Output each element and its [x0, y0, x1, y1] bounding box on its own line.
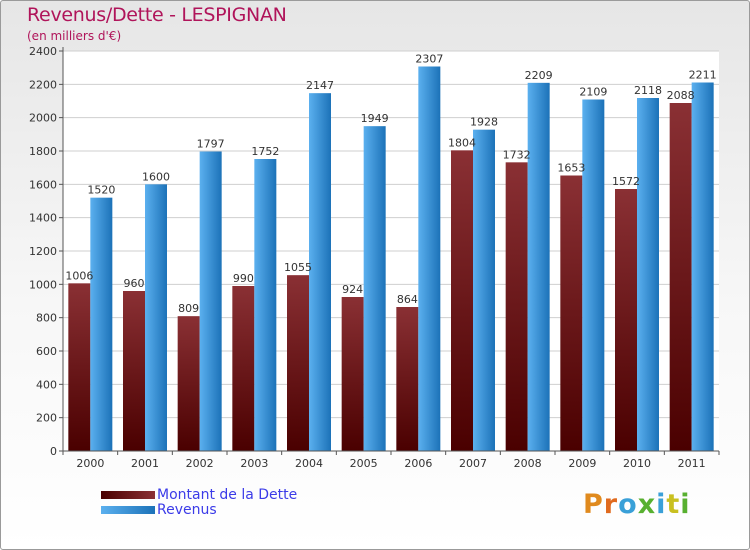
data-label-dette-2008: 1732 [503, 148, 531, 161]
bar-dette-2005 [341, 297, 364, 451]
y-tick-label: 600 [36, 345, 57, 358]
x-tick-label-2005: 2005 [350, 457, 378, 470]
bar-revenus-2011 [691, 82, 714, 451]
x-tick-label-2010: 2010 [623, 457, 651, 470]
proxiti-logo: Proxiti [583, 489, 691, 520]
bar-dette-2003 [232, 286, 255, 451]
y-tick-label: 1200 [29, 245, 57, 258]
grid-layer [63, 50, 719, 452]
data-label-dette-2000: 1006 [65, 269, 93, 282]
bar-revenus-2003 [254, 159, 277, 451]
x-tick-label-2006: 2006 [404, 457, 432, 470]
data-label-revenus-2008: 2209 [525, 69, 553, 82]
data-label-dette-2005: 924 [342, 283, 363, 296]
x-tick-label-2002: 2002 [186, 457, 214, 470]
legend-swatch-dette [101, 490, 155, 499]
x-tick-label-2000: 2000 [76, 457, 104, 470]
bar-revenus-2002 [199, 151, 222, 451]
bar-revenus-2001 [145, 184, 167, 452]
logo-letter: o [618, 489, 638, 520]
y-tick-label: 800 [36, 312, 57, 325]
bar-dette-2004 [287, 275, 309, 451]
bar-revenus-2007 [473, 129, 495, 451]
legend-swatch-revenus [101, 505, 155, 514]
y-tick-label: 1600 [29, 178, 57, 191]
logo-letter: x [637, 489, 657, 520]
bar-dette-2002 [177, 316, 200, 451]
data-label-revenus-2001: 1600 [142, 170, 170, 183]
bar-revenus-2010 [637, 98, 659, 451]
legend-label-revenus: Revenus [157, 501, 217, 518]
logo-letter: i [656, 489, 667, 520]
data-label-revenus-2007: 1928 [470, 116, 498, 129]
logo-letter: P [583, 489, 604, 520]
y-tick-label: 1400 [29, 212, 57, 225]
bar-dette-2001 [123, 291, 145, 451]
x-tick-label-2004: 2004 [295, 457, 323, 470]
y-tick-label: 2200 [29, 78, 57, 91]
data-label-dette-2003: 990 [233, 272, 254, 285]
legend: Montant de la Dette Revenus [101, 486, 298, 518]
x-tick-label-2003: 2003 [240, 457, 268, 470]
data-label-revenus-2009: 2109 [579, 86, 607, 99]
data-label-revenus-2003: 1752 [251, 145, 279, 158]
data-label-dette-2001: 960 [124, 277, 145, 290]
bar-revenus-2008 [527, 82, 550, 451]
bar-revenus-2004 [309, 93, 331, 452]
x-tick-label-2008: 2008 [514, 457, 542, 470]
logo-letter: t [666, 489, 681, 520]
chart-subtitle: (en milliers d'€) [27, 29, 122, 43]
y-tick-label: 1800 [29, 145, 57, 158]
bar-revenus-2005 [363, 126, 386, 452]
bar-dette-2011 [669, 103, 692, 451]
bar-dette-2008 [505, 162, 528, 452]
data-label-revenus-2011: 2211 [689, 69, 717, 82]
data-label-revenus-2000: 1520 [87, 184, 115, 197]
data-label-revenus-2010: 2118 [634, 84, 662, 97]
axis-layer: 0 200 400 600 800 1000 1200 1400 1600 1800 2000 220… [29, 45, 720, 470]
bar-dette-2007 [451, 150, 473, 452]
x-tick-label-2011: 2011 [678, 457, 706, 470]
y-tick-label: 400 [36, 378, 57, 391]
bar-revenus-2000 [90, 197, 113, 451]
x-tick-label-2009: 2009 [568, 457, 596, 470]
data-label-dette-2002: 809 [178, 302, 199, 315]
bar-dette-2010 [615, 189, 637, 451]
data-label-dette-2011: 2088 [667, 89, 695, 102]
data-label-revenus-2006: 2307 [415, 53, 443, 66]
x-tick-label-2007: 2007 [459, 457, 487, 470]
data-label-dette-2007: 1804 [448, 136, 476, 149]
bars-layer: 1006 1520 960 1600 809 1797 990 1752 1055 2147 924… [65, 53, 717, 452]
data-label-revenus-2004: 2147 [306, 79, 334, 92]
y-tick-label: 1000 [29, 278, 57, 291]
legend-item-dette: Montant de la Dette [101, 486, 298, 503]
bar-dette-2009 [560, 175, 583, 451]
data-label-revenus-2002: 1797 [197, 138, 225, 151]
chart-title: Revenus/Dette - LESPIGNAN [27, 4, 287, 26]
y-tick-label: 0 [50, 445, 57, 458]
x-tick-label-2001: 2001 [131, 457, 159, 470]
y-tick-label: 200 [36, 412, 57, 425]
data-label-revenus-2005: 1949 [361, 112, 389, 125]
data-label-dette-2006: 864 [397, 293, 418, 306]
legend-item-revenus: Revenus [101, 501, 297, 518]
bar-revenus-2009 [582, 99, 605, 451]
logo-letter: i [680, 489, 691, 520]
data-label-dette-2004: 1055 [284, 261, 312, 274]
data-label-dette-2009: 1653 [557, 162, 585, 175]
bar-dette-2006 [396, 307, 419, 451]
data-label-dette-2010: 1572 [612, 175, 640, 188]
y-tick-label: 2000 [29, 112, 57, 125]
y-tick-label: 2400 [29, 45, 57, 58]
logo-letter: r [603, 489, 619, 520]
bar-dette-2000 [68, 283, 91, 451]
bar-revenus-2006 [418, 66, 441, 451]
legend-label-dette: Montant de la Dette [157, 486, 298, 503]
